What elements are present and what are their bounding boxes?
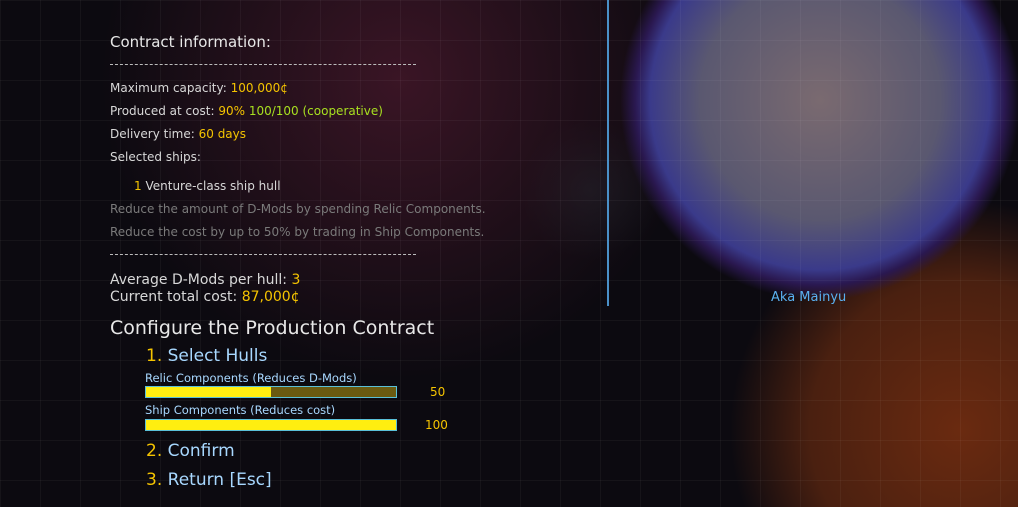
ship-value: 100 [425, 418, 448, 432]
confirm-option[interactable]: 2. Confirm [146, 441, 235, 461]
total-cost: Current total cost: 87,000¢ [110, 289, 300, 305]
relic-slider[interactable] [145, 386, 397, 398]
divider [607, 0, 609, 306]
ship-slider[interactable] [145, 419, 397, 431]
contract-title: Contract information: [110, 33, 271, 51]
ship-label: Ship Components (Reduces cost) [145, 403, 336, 417]
hint-relic: Reduce the amount of D-Mods by spending … [110, 202, 486, 216]
ship-entry: 1 Venture-class ship hull [134, 179, 281, 193]
separator [110, 254, 416, 255]
produced-cost: Produced at cost: 90% 100/100 (cooperati… [110, 104, 383, 118]
max-capacity: Maximum capacity: 100,000¢ [110, 81, 288, 95]
avg-dmods: Average D-Mods per hull: 3 [110, 272, 301, 288]
ship-slider-fill [146, 420, 396, 430]
select-hulls-option[interactable]: 1. Select Hulls [146, 346, 268, 366]
planet-name: Aka Mainyu [771, 290, 847, 305]
delivery-time: Delivery time: 60 days [110, 127, 247, 141]
separator [110, 64, 416, 65]
config-title: Configure the Production Contract [110, 317, 435, 339]
selected-ships-label: Selected ships: [110, 150, 201, 164]
relic-label: Relic Components (Reduces D-Mods) [145, 371, 357, 385]
relic-slider-fill [146, 387, 271, 397]
relic-value: 50 [430, 385, 446, 399]
hint-ship: Reduce the cost by up to 50% by trading … [110, 225, 485, 239]
return-option[interactable]: 3. Return [Esc] [146, 470, 272, 490]
